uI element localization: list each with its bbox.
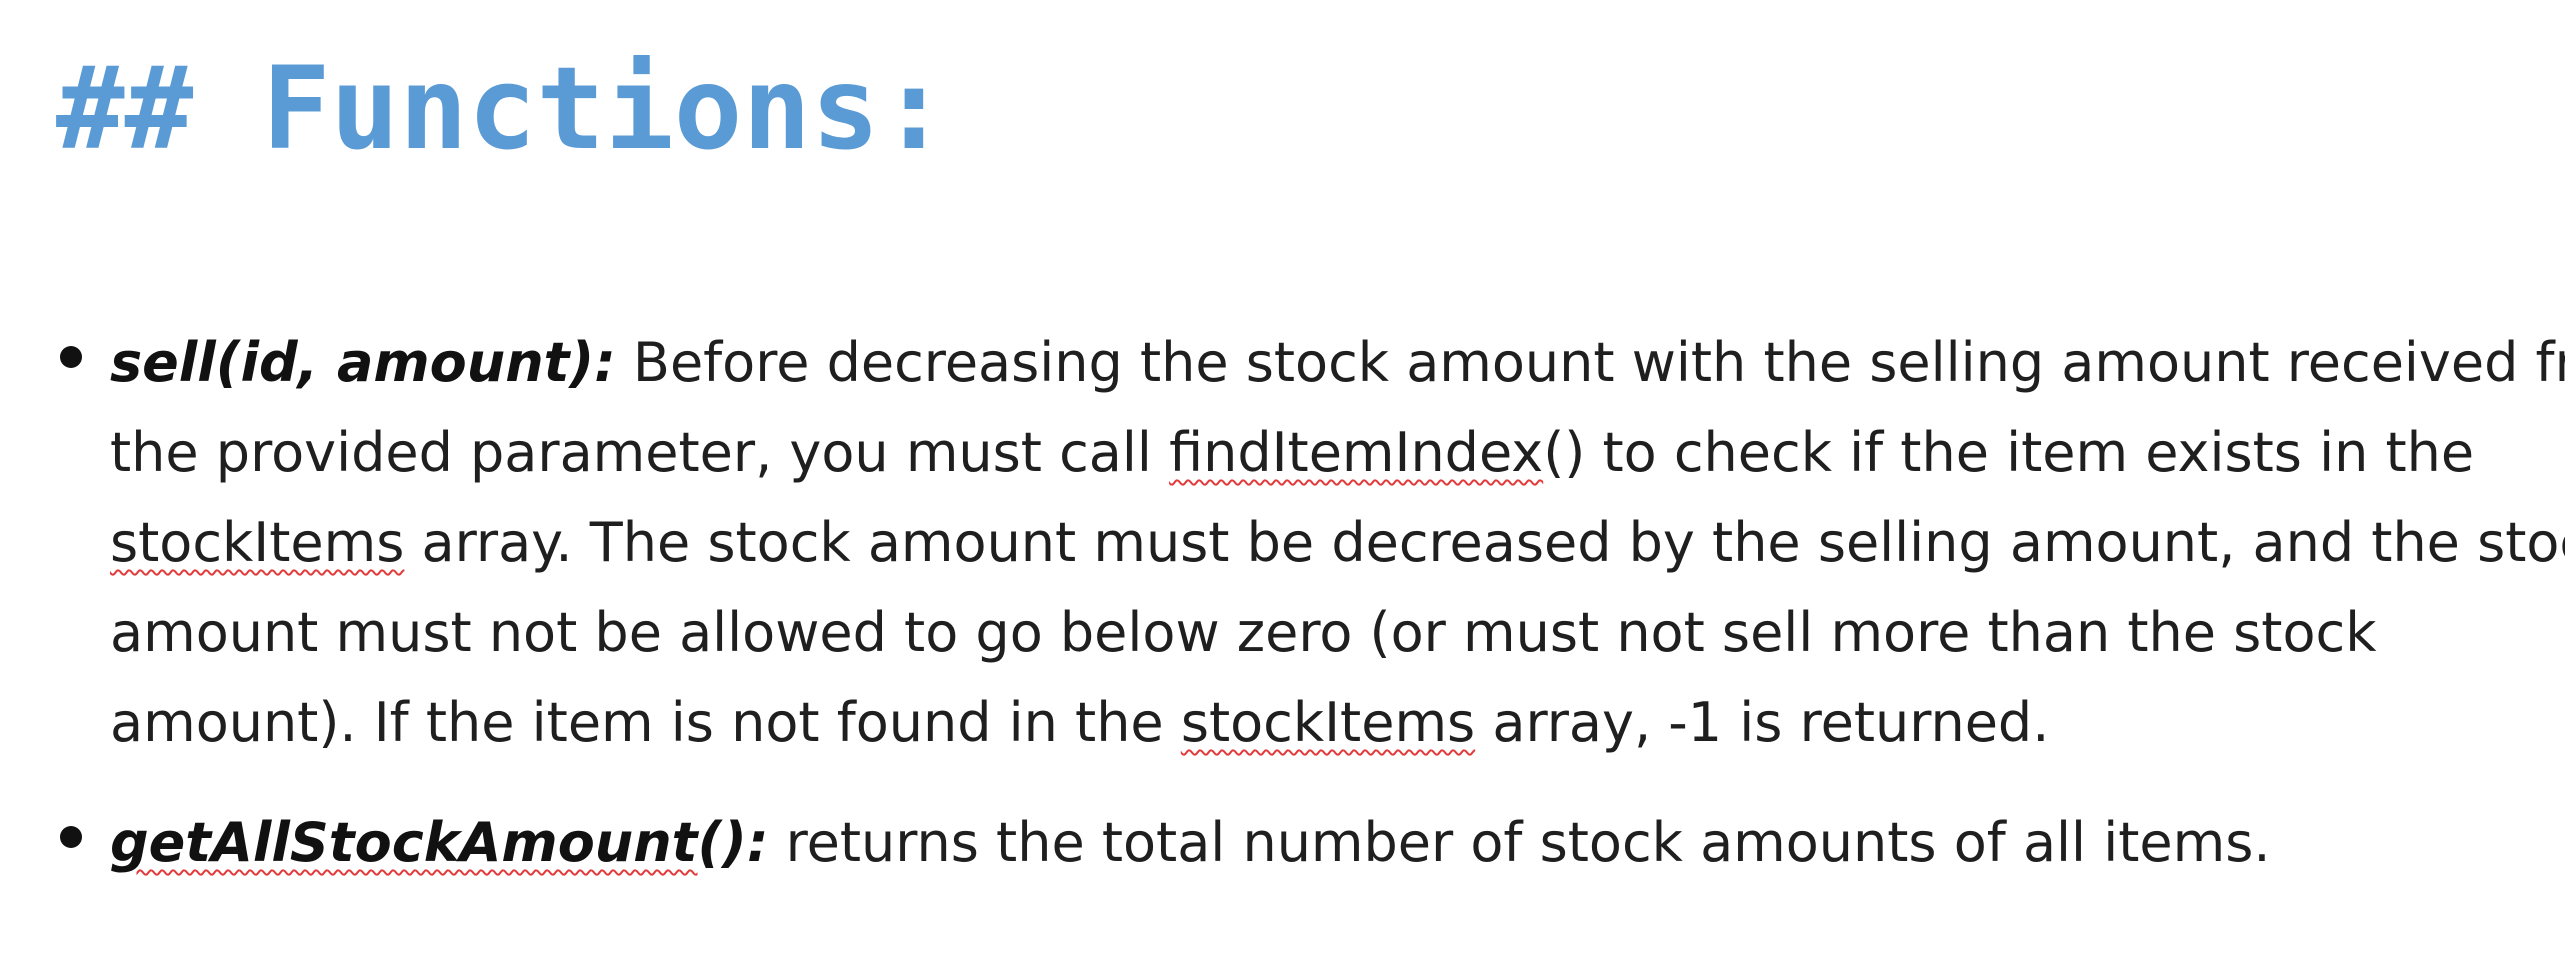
bullet-dot [60, 346, 82, 368]
list-item-getallstockamount: getAllStockAmount(): returns the total n… [0, 798, 2565, 888]
text-run: (): [697, 811, 769, 874]
text-run: amount must not be allowed to go below z… [110, 601, 2377, 664]
text-line: sell(id, amount): Before decreasing the … [110, 318, 2565, 408]
text-run: () to check if the item exists in the [1543, 421, 2475, 484]
text-run: amount). If the item is not found in the [110, 691, 1181, 754]
functions-list: sell(id, amount): Before decreasing the … [0, 318, 2565, 888]
list-item-sell: sell(id, amount): Before decreasing the … [0, 318, 2565, 768]
text-run: array. The stock amount must be decrease… [404, 511, 2565, 574]
text-run: array, -1 is returned. [1475, 691, 2050, 754]
text-line: stockItems array. The stock amount must … [110, 498, 2565, 588]
text-line: amount must not be allowed to go below z… [110, 588, 2525, 678]
text-run: the provided parameter, you must call [110, 421, 1170, 484]
function-name-sell: sell(id, amount): [110, 331, 616, 394]
text-line: amount). If the item is not found in the… [110, 678, 2525, 768]
code-identifier-finditemindex: findItemIndex [1169, 421, 1544, 484]
code-identifier-stockitems: stockItems [110, 511, 405, 574]
text-line: the provided parameter, you must call fi… [110, 408, 2525, 498]
function-name-getallstockamount: getAllStockAmount(): [110, 811, 768, 874]
code-identifier-getallstockamount: getAllStockAmount [110, 811, 698, 874]
code-identifier-stockitems: stockItems [1180, 691, 1476, 754]
section-heading: ## Functions: [56, 42, 949, 175]
text-line: getAllStockAmount(): returns the total n… [110, 798, 2525, 888]
text-run: Before decreasing the stock amount with … [615, 331, 2565, 394]
text-run: returns the total number of stock amount… [768, 811, 2271, 874]
bullet-dot [60, 826, 82, 848]
